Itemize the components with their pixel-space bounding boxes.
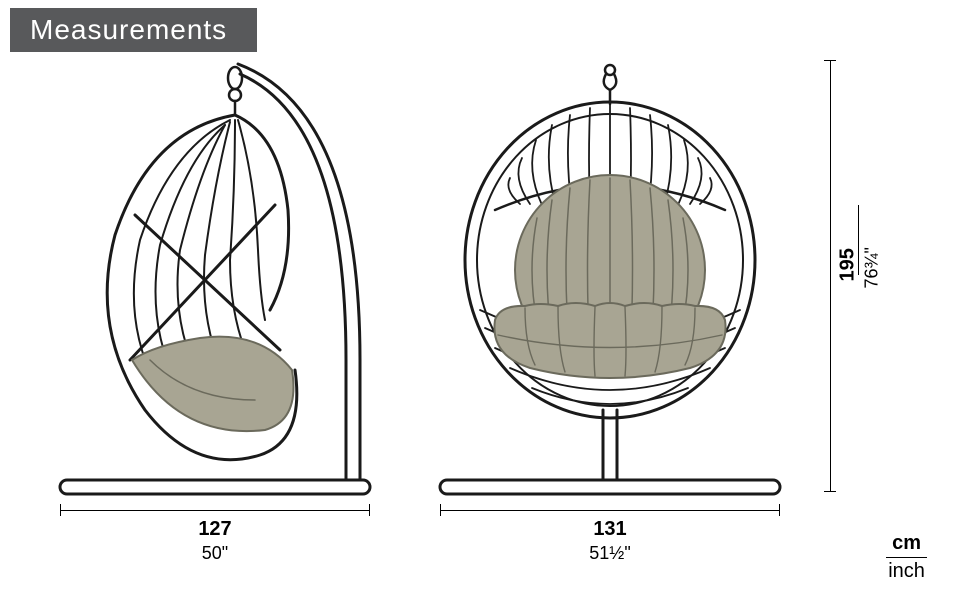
- dim-height-cm: 195: [837, 248, 859, 281]
- dim-depth: 127 50": [60, 518, 370, 564]
- legend-inch: inch: [886, 558, 927, 583]
- unit-legend: cm inch: [886, 532, 927, 583]
- dim-width-inch: 51½": [440, 543, 780, 564]
- front-view-drawing: [440, 65, 780, 494]
- dim-line-depth: [60, 510, 370, 511]
- measurements-title: Measurements: [10, 8, 257, 52]
- side-view-drawing: [60, 64, 370, 494]
- dim-line-width: [440, 510, 780, 511]
- chair-drawings: [0, 50, 955, 510]
- legend-cm: cm: [886, 532, 927, 558]
- dim-width-cm: 131: [440, 518, 780, 541]
- dim-width: 131 51½": [440, 518, 780, 564]
- dim-depth-cm: 127: [60, 518, 370, 541]
- drawing-area: [0, 50, 955, 540]
- dim-depth-inch: 50": [60, 543, 370, 564]
- dim-line-height: [830, 60, 831, 492]
- dim-height-inch: 76¾": [862, 247, 882, 288]
